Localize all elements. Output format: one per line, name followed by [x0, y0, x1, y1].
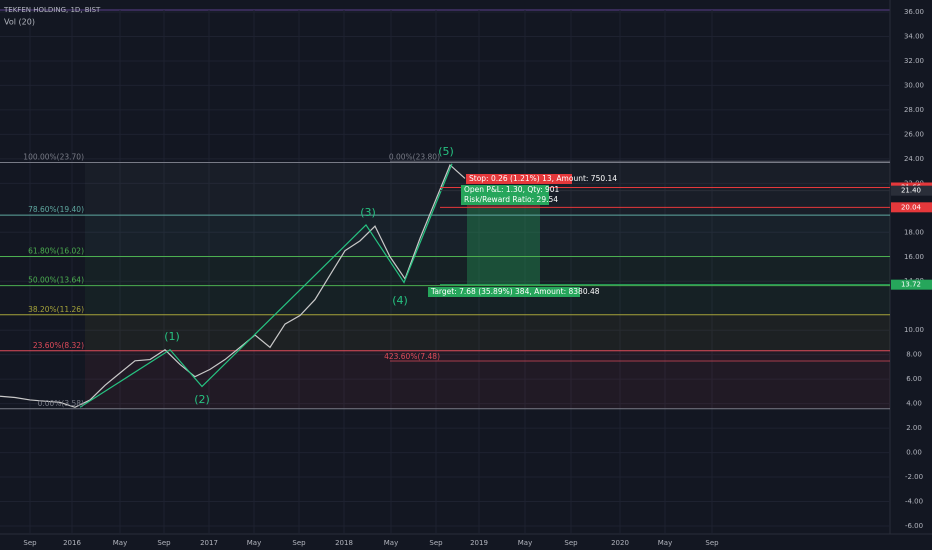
- time-tick-label: 2018: [335, 539, 353, 547]
- wave-label: (5): [438, 145, 454, 158]
- pnl-box: [461, 185, 549, 195]
- price-badge: [891, 202, 932, 213]
- time-tick-label: May: [658, 539, 672, 547]
- price-tick-label: 16.00: [904, 253, 924, 261]
- price-tick-label: 34.00: [904, 32, 924, 40]
- fib-zone: [85, 314, 890, 351]
- fib-zone: [85, 350, 890, 409]
- price-badge: [891, 279, 932, 290]
- rr-box: [461, 195, 549, 205]
- time-tick-label: Sep: [157, 539, 171, 547]
- price-tick-label: 36.00: [904, 8, 924, 16]
- fib-label: 100.00%(23.70): [23, 153, 84, 162]
- price-tick-label: 8.00: [906, 351, 922, 359]
- fib-label: 78.60%(19.40): [28, 205, 84, 214]
- price-tick-label: -2.00: [905, 473, 923, 481]
- fib-label: 38.20%(11.26): [28, 305, 84, 314]
- price-tick-label: 4.00: [906, 400, 922, 408]
- wave-line: [79, 163, 453, 408]
- chart-title: TEKFEN HOLDING, 1D, BIST: [3, 6, 101, 14]
- wave-label: (1): [164, 330, 180, 343]
- fib-label: 0.00%(3.58): [38, 399, 84, 408]
- time-tick-label: 2016: [63, 539, 81, 547]
- wave-label: (4): [392, 294, 408, 307]
- pnl-label: Open P&L: 1.30, Qty: 901: [464, 185, 560, 194]
- price-badge-label: 13.72: [901, 281, 921, 289]
- time-tick-label: 2017: [200, 539, 218, 547]
- time-tick-label: Sep: [23, 539, 37, 547]
- price-tick-label: 18.00: [904, 228, 924, 236]
- price-tick-label: -4.00: [905, 498, 923, 506]
- price-tick-label: 30.00: [904, 81, 924, 89]
- price-tick-label: 2.00: [906, 424, 922, 432]
- price-badge-label: 21.40: [901, 187, 921, 195]
- target-box: [428, 287, 580, 297]
- price-tick-label: 10.00: [904, 326, 924, 334]
- price-tick-label: 0.00: [906, 449, 922, 457]
- time-tick-label: Sep: [429, 539, 443, 547]
- time-tick-label: Sep: [705, 539, 719, 547]
- price-tick-label: 28.00: [904, 106, 924, 114]
- fib-zone: [85, 256, 890, 286]
- price-badge-label: 20.04: [901, 203, 922, 211]
- price-badge: [891, 185, 932, 196]
- price-tick-label: 26.00: [904, 130, 924, 138]
- target-zone: [467, 207, 540, 285]
- fib-zone: [85, 215, 890, 257]
- time-tick-label: Sep: [292, 539, 306, 547]
- price-tick-label: 24.00: [904, 155, 924, 163]
- rr-label: Risk/Reward Ratio: 29.54: [464, 195, 558, 204]
- stop-box: [466, 174, 572, 184]
- fib-label: 50.00%(13.64): [28, 276, 84, 285]
- time-tick-label: May: [247, 539, 261, 547]
- wave-label: (3): [360, 206, 376, 219]
- time-tick-label: May: [518, 539, 532, 547]
- price-tick-label: 32.00: [904, 57, 924, 65]
- target-label: Target: 7.68 (35.89%) 384, Amount: 8380.…: [430, 287, 600, 296]
- time-tick-label: 2019: [470, 539, 488, 547]
- price-tick-label: 6.00: [906, 375, 922, 383]
- indicator-label: Vol (20): [4, 18, 35, 27]
- price-tick-label: -6.00: [905, 522, 923, 530]
- fib-label: 23.60%(8.32): [33, 341, 84, 350]
- time-tick-label: Sep: [564, 539, 578, 547]
- time-tick-label: May: [384, 539, 398, 547]
- fib2-label: 0.00%(23.80): [389, 152, 440, 161]
- price-line: [0, 163, 466, 408]
- fib-label: 61.80%(16.02): [28, 247, 84, 256]
- stop-label: Stop: 0.26 (1.21%) 13, Amount: 750.14: [469, 174, 617, 183]
- fib2-label: 423.60%(7.48): [384, 352, 440, 361]
- time-tick-label: May: [113, 539, 127, 547]
- wave-label: (2): [194, 393, 210, 406]
- time-tick-label: 2020: [611, 539, 629, 547]
